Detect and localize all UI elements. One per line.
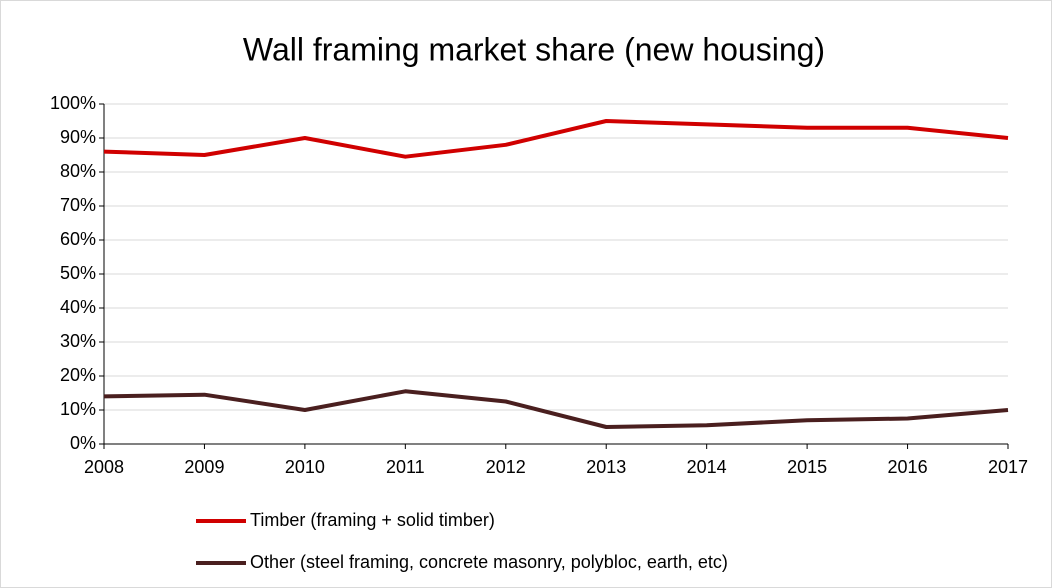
chart-title: Wall framing market share (new housing) (243, 31, 825, 67)
y-tick-label: 80% (60, 161, 96, 181)
y-tick-label: 20% (60, 365, 96, 385)
x-tick-label: 2009 (184, 457, 224, 477)
y-tick-label: 100% (50, 93, 96, 113)
x-tick-label: 2008 (84, 457, 124, 477)
x-tick-label: 2010 (285, 457, 325, 477)
y-tick-label: 0% (70, 433, 96, 453)
y-tick-label: 60% (60, 229, 96, 249)
y-tick-label: 70% (60, 195, 96, 215)
legend-label: Other (steel framing, concrete masonry, … (250, 552, 728, 572)
x-tick-label: 2011 (386, 457, 425, 477)
x-tick-label: 2013 (586, 457, 626, 477)
y-tick-label: 90% (60, 127, 96, 147)
y-tick-label: 30% (60, 331, 96, 351)
x-tick-label: 2017 (988, 457, 1028, 477)
y-tick-label: 10% (60, 399, 96, 419)
series-line (103, 119, 1009, 159)
x-tick-label: 2012 (486, 457, 526, 477)
legend-label: Timber (framing + solid timber) (250, 510, 495, 530)
y-tick-label: 40% (60, 297, 96, 317)
x-tick-label: 2016 (888, 457, 928, 477)
x-tick-label: 2015 (787, 457, 827, 477)
x-tick-label: 2014 (687, 457, 727, 477)
y-tick-label: 50% (60, 263, 96, 283)
series-line (103, 389, 1009, 429)
